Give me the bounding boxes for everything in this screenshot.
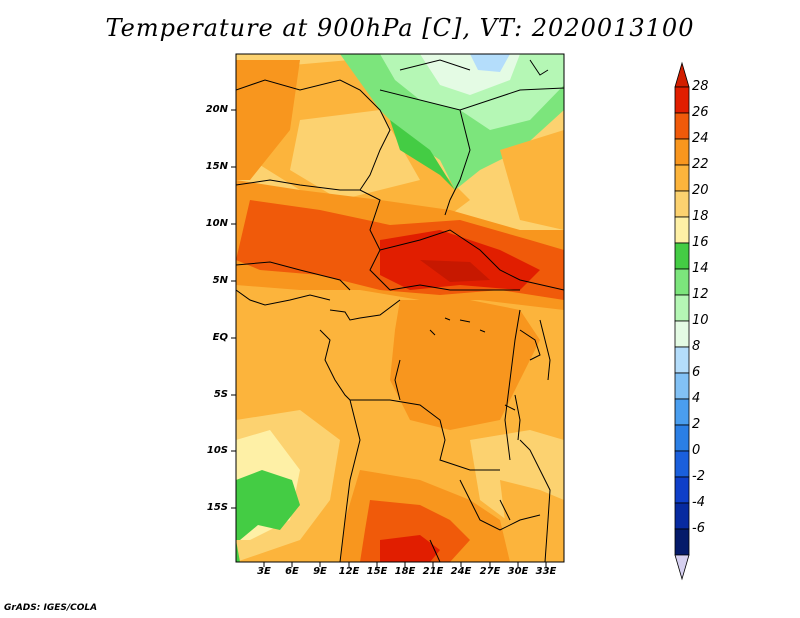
colorbar-label: 18 <box>692 209 709 224</box>
lat-label: 15S <box>206 502 228 513</box>
colorbar-label: -2 <box>692 469 705 484</box>
colorbar-bottom-arrow <box>674 554 690 581</box>
colorbar-swatch <box>674 112 690 140</box>
colorbar-swatch <box>674 398 690 426</box>
colorbar-label: 0 <box>692 443 701 458</box>
colorbar-label: 6 <box>692 365 701 380</box>
lon-label: 15E <box>366 566 388 577</box>
colorbar-swatch <box>674 138 690 166</box>
lat-label: 10S <box>206 445 228 456</box>
colorbar-label: 14 <box>692 261 709 276</box>
colorbar-swatch <box>674 528 690 556</box>
colorbar-swatch <box>674 268 690 296</box>
colorbar-label: -6 <box>692 521 705 536</box>
lon-ticks <box>263 562 547 567</box>
map-frame <box>235 53 565 563</box>
lat-label: 5N <box>212 275 228 286</box>
lon-label: 30E <box>507 566 529 577</box>
colorbar-top-arrow <box>674 61 690 88</box>
lon-label: 21E <box>422 566 444 577</box>
lon-label: 33E <box>535 566 557 577</box>
colorbar-label: 28 <box>692 79 709 94</box>
lon-label: 6E <box>285 566 299 577</box>
colorbar-swatch <box>674 216 690 244</box>
colorbar-label: 12 <box>692 287 709 302</box>
lat-label: EQ <box>212 332 228 343</box>
colorbar-label: -4 <box>692 495 705 510</box>
colorbar-swatch <box>674 190 690 218</box>
colorbar-swatch <box>674 294 690 322</box>
colorbar-label: 8 <box>692 339 701 354</box>
colorbar-label: 24 <box>692 131 709 146</box>
lon-label: 9E <box>313 566 327 577</box>
lat-label: 10N <box>205 218 228 229</box>
colorbar-swatch <box>674 164 690 192</box>
colorbar <box>674 61 690 581</box>
colorbar-swatch <box>674 502 690 530</box>
colorbar-label: 22 <box>692 157 709 172</box>
colorbar-swatch <box>674 320 690 348</box>
country-borders <box>236 59 564 562</box>
colorbar-label: 10 <box>692 313 709 328</box>
lon-label: 18E <box>394 566 416 577</box>
lat-label: 20N <box>205 104 228 115</box>
lon-label: 12E <box>338 566 360 577</box>
colorbar-label: 16 <box>692 235 709 250</box>
colorbar-swatch <box>674 372 690 400</box>
map-title: Temperature at 900hPa [C], VT: 202001310… <box>105 14 695 42</box>
lat-label: 15N <box>205 161 228 172</box>
colorbar-label: 26 <box>692 105 709 120</box>
colorbar-swatch <box>674 346 690 374</box>
lat-label: 5S <box>213 389 228 400</box>
credit-text: GrADS: IGES/COLA <box>4 603 98 613</box>
lat-ticks <box>231 109 236 509</box>
lon-label: 3E <box>257 566 271 577</box>
temperature-field <box>236 54 564 562</box>
colorbar-label: 4 <box>692 391 701 406</box>
colorbar-swatch <box>674 424 690 452</box>
colorbar-swatch <box>674 242 690 270</box>
colorbar-swatch <box>674 86 690 114</box>
colorbar-label: 20 <box>692 183 709 198</box>
lon-label: 24E <box>450 566 472 577</box>
colorbar-label: 2 <box>692 417 701 432</box>
colorbar-swatch <box>674 476 690 504</box>
colorbar-swatch <box>674 450 690 478</box>
lon-label: 27E <box>479 566 501 577</box>
